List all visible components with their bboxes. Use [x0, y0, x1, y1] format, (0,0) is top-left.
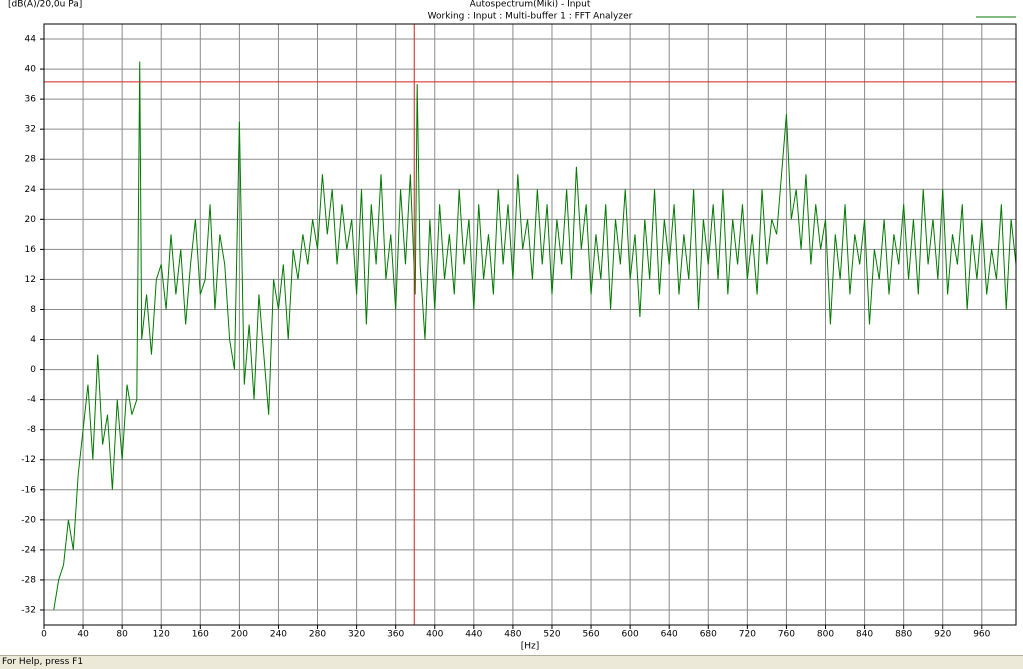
x-tick-label: 440 [465, 630, 482, 640]
y-tick-label: 8 [30, 305, 36, 315]
status-bar: For Help, press F1 [0, 655, 1023, 669]
x-tick-label: 200 [231, 630, 248, 640]
x-tick-label: 640 [661, 630, 678, 640]
y-tick-label: -24 [21, 545, 36, 555]
x-tick-label: 120 [153, 630, 170, 640]
unit-label: [dB(A)/20,0u Pa] [8, 0, 82, 10]
y-tick-label: 32 [25, 125, 36, 135]
x-tick-label: 680 [700, 630, 717, 640]
x-tick-label: 400 [426, 630, 443, 640]
plot-area [44, 24, 1016, 625]
x-tick-label: 840 [856, 630, 873, 640]
x-tick-label: 880 [895, 630, 912, 640]
x-tick-label: 760 [778, 630, 795, 640]
spectrum-line [53, 61, 1017, 611]
chart-subtitle: Working : Input : Multi-buffer 1 : FFT A… [428, 12, 633, 22]
y-tick-label: 28 [25, 155, 37, 165]
x-tick-label: 320 [348, 630, 365, 640]
y-tick-label: -8 [27, 425, 36, 435]
x-axis-label: [Hz] [521, 642, 540, 652]
x-tick-label: 0 [41, 630, 47, 640]
y-tick-label: -4 [27, 395, 36, 405]
y-tick-label: 40 [25, 65, 37, 75]
x-tick-label: 80 [116, 630, 128, 640]
y-tick-label: 16 [25, 245, 37, 255]
x-tick-label: 520 [543, 630, 560, 640]
x-tick-label: 480 [504, 630, 521, 640]
x-tick-label: 560 [582, 630, 599, 640]
y-tick-label: 12 [25, 275, 36, 285]
chart-title: Autospectrum(Miki) - Input [470, 0, 591, 10]
x-tick-label: 800 [817, 630, 834, 640]
y-tick-label: 44 [25, 35, 37, 45]
x-tick-label: 960 [973, 630, 990, 640]
x-tick-label: 360 [387, 630, 404, 640]
x-tick-label: 920 [934, 630, 951, 640]
x-tick-label: 40 [77, 630, 89, 640]
y-tick-label: 0 [30, 365, 36, 375]
y-tick-label: 36 [25, 95, 37, 105]
y-tick-label: 24 [25, 185, 37, 195]
y-tick-label: -28 [21, 575, 36, 585]
x-tick-label: 240 [270, 630, 287, 640]
y-tick-label: -16 [21, 485, 36, 495]
y-tick-label: 20 [25, 215, 37, 225]
x-tick-label: 280 [309, 630, 326, 640]
x-tick-label: 720 [739, 630, 756, 640]
y-tick-label: -32 [21, 605, 36, 615]
y-tick-label: -20 [21, 515, 36, 525]
x-tick-label: 160 [192, 630, 209, 640]
y-tick-label: -12 [21, 455, 36, 465]
x-tick-label: 600 [622, 630, 639, 640]
chart: [dB(A)/20,0u Pa] Autospectrum(Miki) - In… [8, 0, 1017, 652]
plot-border [43, 23, 1017, 626]
y-tick-label: 4 [30, 335, 36, 345]
